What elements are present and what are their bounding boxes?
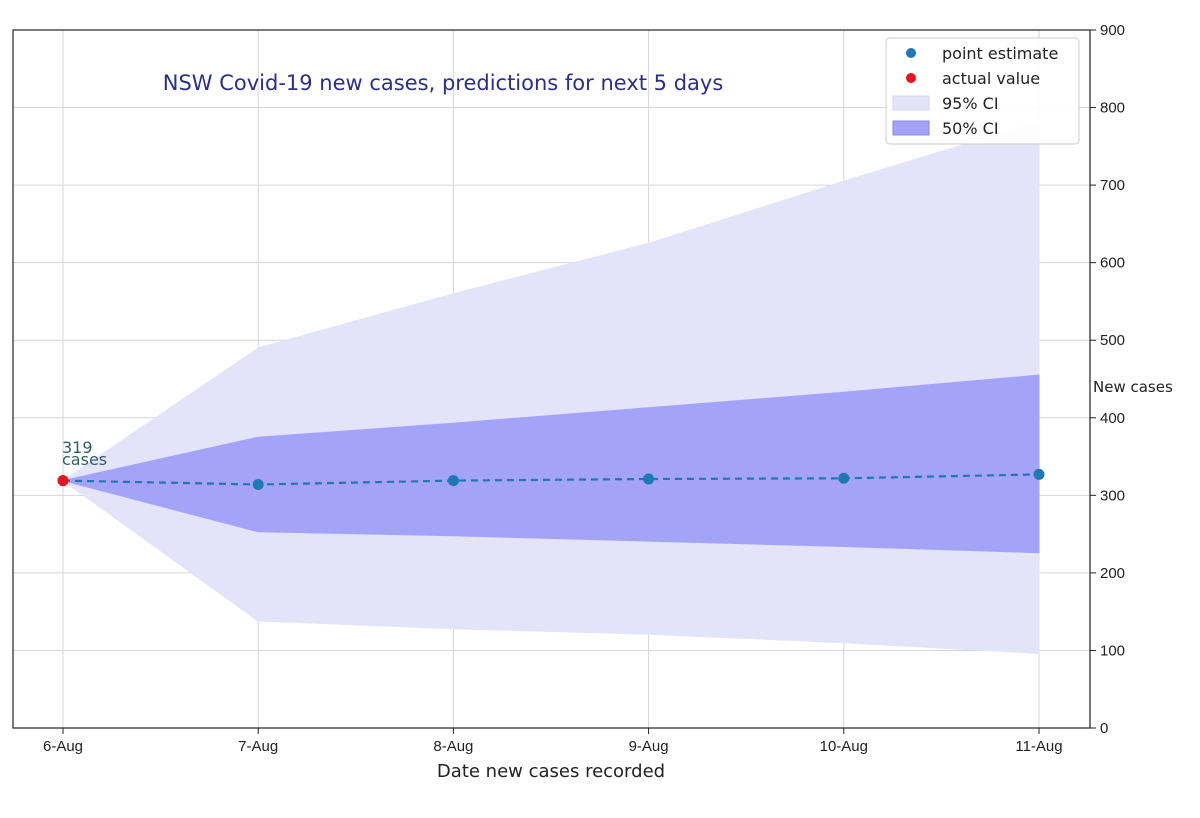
y-tick-label: 500: [1100, 332, 1125, 349]
x-tick-label: 11-Aug: [1015, 738, 1062, 755]
legend-label: point estimate: [942, 44, 1058, 63]
y-tick-label: 200: [1100, 565, 1125, 582]
legend-swatch-point-estimate: [906, 48, 916, 58]
annotation-unit: cases: [62, 450, 107, 469]
x-axis-title: Date new cases recorded: [437, 761, 665, 782]
x-tick-label: 6-Aug: [43, 738, 83, 755]
y-tick-label: 100: [1100, 642, 1125, 659]
legend-label: 50% CI: [942, 119, 999, 138]
point-estimate-marker: [838, 472, 850, 484]
chart-title: NSW Covid-19 new cases, predictions for …: [163, 71, 724, 95]
estimate-line-group: [62, 473, 1040, 486]
legend: point estimate actual value 95% CI 50% CI: [885, 37, 1080, 145]
legend-label: 95% CI: [942, 94, 999, 113]
plot-frame: [12, 29, 1091, 729]
annotation-value: 319: [62, 438, 93, 457]
y-tick-label: 800: [1100, 100, 1125, 117]
legend-swatch-50-ci: [892, 120, 930, 136]
y-tick-label: 900: [1100, 22, 1125, 39]
estimate-line: [62, 473, 1040, 486]
x-tick-label: 8-Aug: [433, 738, 473, 755]
band-50-ci: [62, 374, 1040, 554]
y-tick-label: 300: [1100, 487, 1125, 504]
x-axis-ticks: 6-Aug 7-Aug 8-Aug 9-Aug 10-Aug 11-Aug: [43, 728, 1063, 755]
point-estimate-marker: [1033, 468, 1045, 480]
legend-swatch-95-ci: [892, 95, 930, 111]
y-tick-label: 0: [1100, 720, 1108, 737]
y-tick-label: 700: [1100, 177, 1125, 194]
confidence-bands: [62, 120, 1040, 655]
point-estimate-marker: [252, 478, 264, 490]
data-points: [57, 468, 1045, 490]
legend-label: actual value: [942, 69, 1040, 88]
x-tick-label: 10-Aug: [820, 738, 868, 755]
legend-swatch-actual-value: [906, 73, 916, 83]
point-estimate-marker: [643, 473, 655, 485]
y-axis-ticks: 0 100 200 300 400 500 600 700 800 900: [1090, 22, 1125, 737]
legend-box: [885, 37, 1080, 145]
y-axis-title: New cases: [1093, 378, 1173, 396]
y-tick-label: 600: [1100, 255, 1125, 272]
y-tick-label: 400: [1100, 410, 1125, 427]
point-estimate-marker: [447, 475, 459, 487]
actual-value-marker: [57, 475, 69, 487]
x-tick-label: 9-Aug: [629, 738, 669, 755]
x-tick-label: 7-Aug: [238, 738, 278, 755]
